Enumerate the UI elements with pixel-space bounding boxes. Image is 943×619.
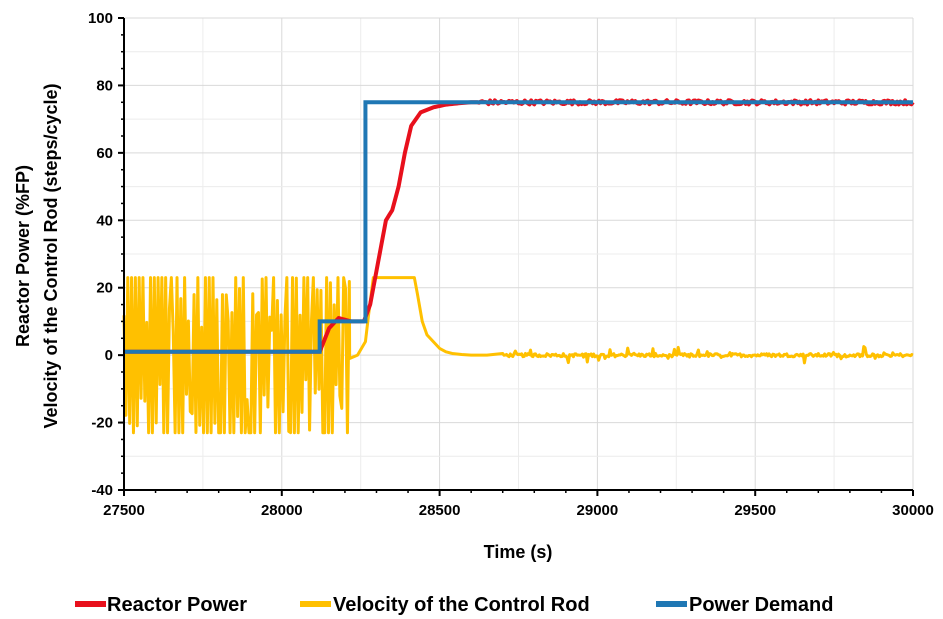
x-tick-label: 29500 (734, 502, 776, 519)
legend-label-control-rod-velocity: Velocity of the Control Rod (333, 594, 590, 616)
y-tick-label: 100 (88, 10, 113, 27)
series-line-control-rod-velocity (122, 276, 914, 435)
y-axis-title-line-1: Reactor Power (%FP) (13, 165, 33, 347)
y-tick-label: -40 (91, 482, 113, 499)
x-tick-label: 30000 (892, 502, 934, 519)
y-axis-title-line-2: Velocity of the Control Rod (steps/cycle… (41, 83, 61, 428)
y-tick-label: 80 (96, 77, 113, 94)
x-tick-label: 28000 (261, 502, 303, 519)
legend: Reactor Power Velocity of the Control Ro… (75, 594, 833, 616)
y-tick-labels: -40 -20 0 20 40 60 80 100 (88, 10, 113, 499)
y-tick-label: -20 (91, 415, 113, 432)
series-layer (122, 98, 915, 435)
x-tick-labels: 27500 28000 28500 29000 29500 30000 (103, 502, 934, 519)
series-line-power-demand (124, 100, 913, 354)
axes (118, 17, 914, 496)
x-tick-label: 28500 (419, 502, 461, 519)
x-tick-label: 29000 (577, 502, 619, 519)
y-tick-label: 20 (96, 280, 113, 297)
y-tick-label: 0 (105, 347, 113, 364)
y-tick-label: 60 (96, 145, 113, 162)
x-axis-title: Time (s) (484, 542, 553, 562)
x-tick-label: 27500 (103, 502, 145, 519)
legend-label-reactor-power: Reactor Power (107, 594, 247, 616)
legend-label-power-demand: Power Demand (689, 594, 833, 616)
grid-horizontal (124, 17, 913, 457)
y-tick-label: 40 (96, 212, 113, 229)
